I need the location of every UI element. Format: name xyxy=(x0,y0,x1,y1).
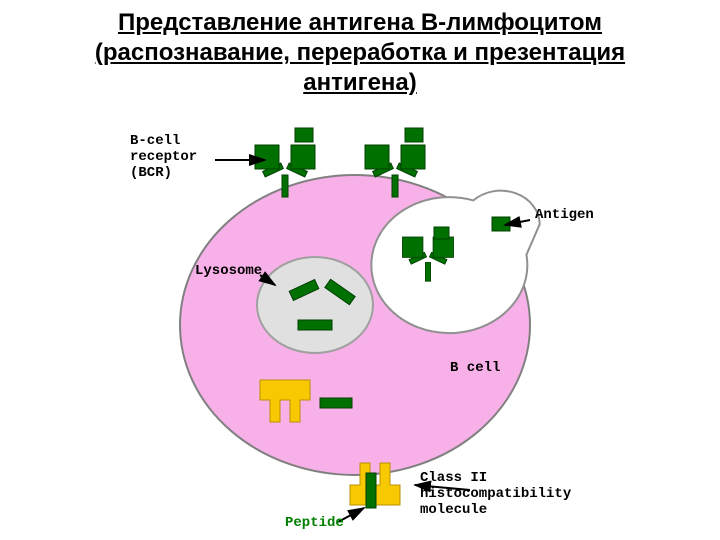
title-line3: антигена) xyxy=(303,69,417,96)
label-peptide: Peptide xyxy=(285,515,344,531)
page-title: Представление антигена В-лимфоцитом (рас… xyxy=(0,0,720,98)
label-class2: Class II histocompatibility molecule xyxy=(420,470,571,518)
label-lysosome: Lysosome xyxy=(195,263,262,279)
title-line1: Представление антигена В-лимфоцитом xyxy=(118,9,602,36)
diagram-container: B-cell receptor (BCR) Antigen Lysosome B… xyxy=(120,125,600,525)
label-bcr: B-cell receptor (BCR) xyxy=(130,133,197,181)
label-bcell: B cell xyxy=(450,360,500,376)
title-line2: (распознавание, переработка и презентаци… xyxy=(95,39,625,66)
label-antigen: Antigen xyxy=(535,207,594,223)
diagram-svg xyxy=(120,125,600,525)
